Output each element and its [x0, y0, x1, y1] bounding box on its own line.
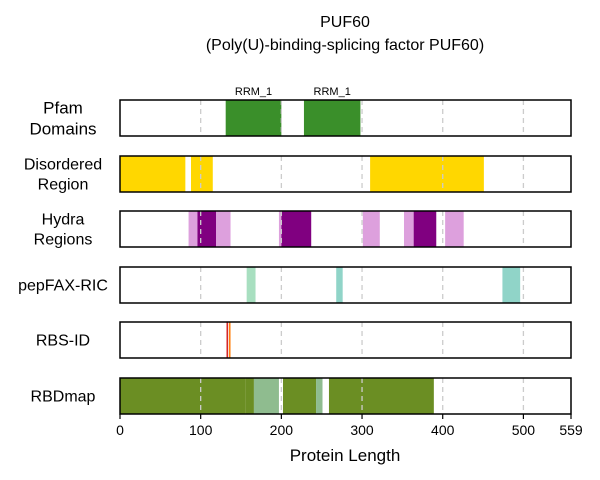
x-tick-label: 300: [350, 422, 374, 438]
x-axis: 0 100 200 300 400 500 559: [116, 414, 583, 438]
track-label: Regions: [34, 232, 93, 249]
segment-bar: [226, 322, 229, 358]
x-tick-label: 0: [116, 422, 124, 438]
track-0: RRM_1 RRM_1 Pfam Domains: [29, 86, 572, 138]
x-tick-label: 400: [431, 422, 455, 438]
segment-bar: [216, 211, 231, 247]
segment-bar: [502, 267, 521, 303]
segment-bar: [197, 211, 217, 247]
track-label: Domains: [29, 119, 96, 138]
track-label: Region: [38, 177, 89, 194]
x-axis-label: Protein Length: [290, 446, 401, 465]
track-frame: [119, 321, 572, 359]
chart-title: PUF60: [320, 14, 370, 31]
x-tick-label: 500: [512, 422, 536, 438]
track-3: pepFAX-RIC: [18, 266, 572, 304]
segment-bar: [190, 156, 213, 192]
track-frame: [119, 155, 572, 193]
segment-bar: [225, 100, 282, 136]
segment-bar: [328, 378, 434, 414]
x-tick-label: 200: [270, 422, 294, 438]
segment-bar: [403, 211, 414, 247]
segment-bar: [282, 378, 317, 414]
track-label: Disordered: [24, 157, 102, 174]
segment-bar: [278, 211, 282, 247]
track-frame: [119, 210, 572, 248]
track-frame: [119, 377, 572, 415]
x-tick-label: 559: [559, 422, 583, 438]
chart-subtitle: (Poly(U)-binding-splicing factor PUF60): [206, 37, 484, 54]
segment-bar: [445, 211, 464, 247]
track-frame: [119, 99, 572, 137]
track-label: pepFAX-RIC: [18, 278, 108, 295]
segment-bar: [413, 211, 437, 247]
track-4: RBS-ID: [36, 321, 572, 359]
segment-bar: [120, 156, 186, 192]
segment-bar: [362, 211, 380, 247]
segment-bar: [120, 378, 246, 414]
track-group: RRM_1 RRM_1 Pfam Domains Disordered Region Hyd…: [18, 86, 572, 415]
track-frame: [119, 266, 572, 304]
segment-bar: [188, 211, 198, 247]
segment-bar: [370, 156, 484, 192]
segment-bar: [303, 100, 361, 136]
segment-bar: [316, 378, 323, 414]
domain-label: RRM_1: [235, 86, 272, 98]
track-label: RBS-ID: [36, 333, 90, 350]
segment-bar: [246, 267, 256, 303]
segment-bar: [281, 211, 312, 247]
track-2: Hydra Regions: [34, 210, 572, 249]
segment-bar: [253, 378, 279, 414]
track-label: Pfam: [43, 98, 83, 117]
segment-bar: [245, 378, 254, 414]
x-tick-label: 100: [189, 422, 213, 438]
track-1: Disordered Region: [24, 155, 572, 194]
track-label: RBDmap: [31, 389, 96, 406]
segment-bar: [336, 267, 343, 303]
track-label: Hydra: [42, 212, 85, 229]
segment-bar: [228, 322, 231, 358]
domain-label: RRM_1: [314, 86, 351, 98]
track-5: RBDmap: [31, 377, 572, 415]
